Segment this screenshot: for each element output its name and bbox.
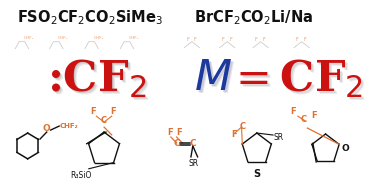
Text: C: C [190, 139, 197, 149]
Text: :CF$_2$: :CF$_2$ [50, 60, 149, 103]
Text: $M$: $M$ [194, 58, 232, 99]
Text: F: F [90, 107, 95, 116]
Text: C: C [240, 122, 246, 131]
Text: CHF₂: CHF₂ [24, 36, 34, 40]
Text: SR: SR [273, 132, 283, 142]
Text: BrCF$_2$CO$_2$Li/Na: BrCF$_2$CO$_2$Li/Na [194, 8, 313, 27]
Text: :CF$_2$: :CF$_2$ [47, 57, 146, 100]
Text: CHF₂: CHF₂ [93, 36, 104, 40]
Text: :CF$_2$: :CF$_2$ [48, 58, 147, 101]
Text: F: F [110, 107, 115, 116]
Text: F: F [304, 37, 306, 42]
Text: $M$: $M$ [197, 60, 235, 102]
Text: $=$CF$_2$: $=$CF$_2$ [229, 59, 365, 102]
Text: F: F [186, 37, 189, 42]
Text: O: O [43, 124, 51, 133]
Text: R₃SiO: R₃SiO [70, 171, 92, 180]
Text: $=$CF$_2$: $=$CF$_2$ [230, 60, 366, 103]
Text: S: S [253, 169, 260, 179]
Text: F: F [222, 37, 224, 42]
Text: F: F [177, 128, 182, 137]
Text: $=$CF$_2$: $=$CF$_2$ [227, 57, 363, 100]
Text: F: F [229, 37, 232, 42]
Text: F: F [194, 37, 197, 42]
Text: SR: SR [188, 159, 198, 168]
Text: $M$: $M$ [196, 59, 234, 101]
Text: CHF₂: CHF₂ [129, 36, 139, 40]
Text: O: O [342, 145, 350, 153]
Text: CHF₂: CHF₂ [59, 123, 78, 129]
Text: C: C [173, 139, 180, 149]
Text: F: F [296, 37, 299, 42]
Text: F: F [263, 37, 265, 42]
Text: CHF₂: CHF₂ [58, 36, 69, 40]
Text: C: C [101, 116, 107, 125]
Text: F: F [290, 107, 296, 116]
Text: F: F [311, 111, 317, 120]
Text: F: F [231, 130, 237, 139]
Text: :CF$_2$: :CF$_2$ [49, 59, 148, 102]
Text: F: F [167, 128, 173, 137]
Text: F: F [255, 37, 258, 42]
Text: FSO$_2$CF$_2$CO$_2$SiMe$_3$: FSO$_2$CF$_2$CO$_2$SiMe$_3$ [17, 8, 163, 27]
Text: C: C [301, 115, 307, 124]
